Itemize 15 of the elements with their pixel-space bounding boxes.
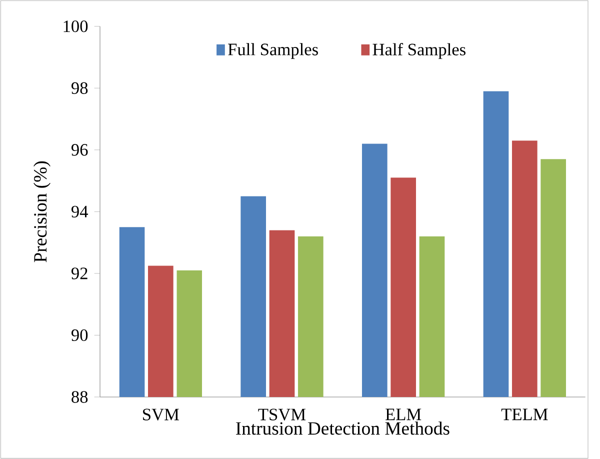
x-tick-label: SVM [143, 408, 179, 420]
y-tick-label: 100 [64, 20, 88, 32]
x-tick-label: TSVM [258, 408, 306, 420]
x-tick-label: TELM [501, 408, 548, 420]
y-tick-label: 88 [72, 391, 88, 403]
x-axis-title: Intrusion Detection Methods [236, 422, 450, 435]
legend-label: Half Samples [372, 43, 466, 59]
y-tick-label: 94 [72, 206, 88, 218]
y-tick-label: 92 [72, 268, 88, 280]
y-axis-title: Precision (%) [34, 161, 50, 262]
y-tick-label: 90 [72, 329, 88, 342]
x-tick-label: ELM [386, 408, 422, 420]
y-tick-label: 98 [72, 82, 88, 94]
y-tick-label: 96 [72, 144, 88, 156]
legend-label: Full Samples [228, 43, 318, 59]
